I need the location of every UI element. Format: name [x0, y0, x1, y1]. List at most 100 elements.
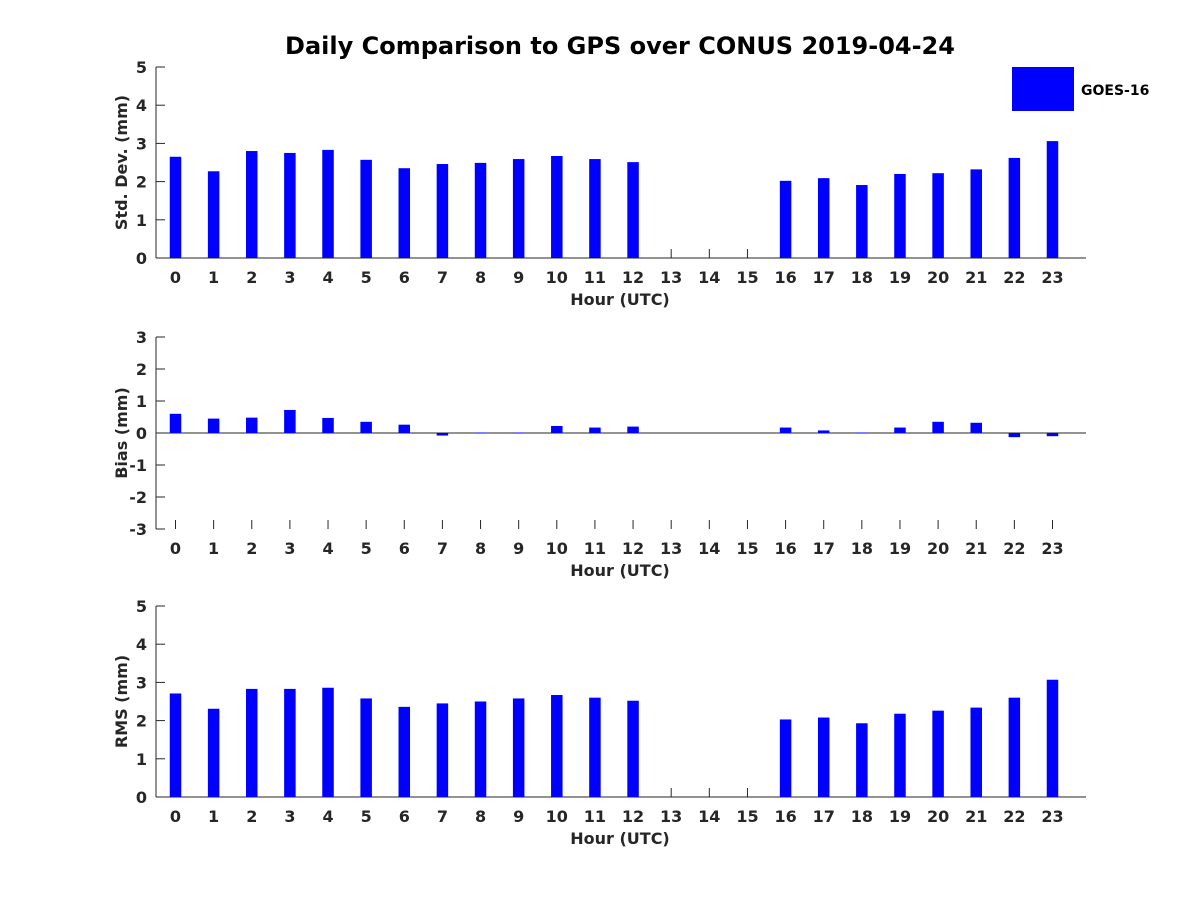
rms-x-tick-label: 5	[361, 807, 372, 826]
stddev-bar	[589, 159, 601, 258]
rms-x-tick-label: 23	[1041, 807, 1063, 826]
stddev-x-label: Hour (UTC)	[570, 290, 670, 309]
stddev-bar	[207, 171, 220, 258]
rms-x-tick-label: 21	[965, 807, 987, 826]
rms-bar	[398, 706, 411, 797]
rms-x-tick-label: 13	[660, 807, 682, 826]
bias-x-tick-label: 16	[774, 539, 796, 558]
bias-bar	[1008, 433, 1021, 438]
stddev-bar	[398, 168, 411, 258]
bias-bar	[1046, 433, 1059, 437]
legend-swatch	[1012, 67, 1074, 111]
rms-bar	[322, 687, 334, 797]
stddev-bar	[1046, 141, 1059, 258]
rms-x-tick-label: 8	[475, 807, 486, 826]
bias-bar	[398, 424, 411, 433]
stddev-y-label: Std. Dev. (mm)	[112, 95, 131, 230]
bias-y-label: Bias (mm)	[112, 387, 131, 479]
rms-bar	[246, 688, 258, 797]
stddev-y-tick-label: 0	[136, 249, 147, 268]
bias-x-tick-label: 13	[660, 539, 682, 558]
bias-bar	[246, 417, 258, 433]
bias-bar	[856, 432, 868, 434]
bias-y-tick-label: 2	[136, 360, 147, 379]
rms-x-tick-label: 1	[208, 807, 219, 826]
bias-y-tick-label: 1	[136, 392, 147, 411]
bias-x-tick-label: 12	[622, 539, 644, 558]
bias-bar	[932, 421, 944, 433]
bias-bar	[512, 432, 525, 434]
stddev-x-tick-label: 21	[965, 268, 987, 287]
stddev-bar	[627, 162, 639, 258]
rms-x-tick-label: 20	[927, 807, 949, 826]
rms-bar	[589, 697, 601, 797]
bias-x-tick-label: 14	[698, 539, 720, 558]
stddev-y-tick-label: 3	[136, 134, 147, 153]
stddev-bar	[551, 156, 563, 258]
stddev-x-tick-label: 20	[927, 268, 949, 287]
stddev-bar	[246, 151, 258, 258]
stddev-bar	[894, 173, 906, 258]
bias-y-tick-label: 3	[136, 328, 147, 347]
bias-x-tick-label: 7	[437, 539, 448, 558]
stddev-x-tick-label: 6	[399, 268, 410, 287]
bias-x-tick-label: 1	[208, 539, 219, 558]
stddev-x-tick-label: 5	[361, 268, 372, 287]
rms-bar	[817, 717, 830, 797]
rms-bar	[169, 693, 182, 797]
stddev-x-tick-label: 17	[813, 268, 835, 287]
bias-x-tick-label: 21	[965, 539, 987, 558]
stddev-bar	[779, 180, 792, 258]
bias-x-tick-label: 5	[361, 539, 372, 558]
rms-bar	[779, 719, 792, 797]
rms-y-label: RMS (mm)	[112, 655, 131, 748]
bias-bar	[436, 433, 449, 436]
rms-x-tick-label: 16	[774, 807, 796, 826]
stddev-bar	[512, 159, 525, 258]
bias-bar	[474, 432, 487, 434]
bias-x-tick-label: 3	[284, 539, 295, 558]
bias-bar	[970, 422, 982, 433]
rms-y-tick-label: 4	[136, 635, 147, 654]
legend-label: GOES-16	[1081, 83, 1149, 99]
bias-x-tick-label: 10	[546, 539, 568, 558]
rms-bar	[284, 688, 296, 797]
stddev-y-tick-label: 4	[136, 96, 147, 115]
rms-y-tick-label: 0	[136, 788, 147, 807]
bias-x-tick-label: 8	[475, 539, 486, 558]
rms-bar	[512, 698, 525, 797]
stddev-y-tick-label: 1	[136, 211, 147, 230]
rms-bar	[856, 723, 868, 797]
stddev-x-tick-label: 1	[208, 268, 219, 287]
bias-x-tick-label: 15	[736, 539, 758, 558]
rms-bar	[436, 703, 449, 797]
rms-x-tick-label: 6	[399, 807, 410, 826]
stddev-x-tick-label: 15	[736, 268, 758, 287]
stddev-bar	[284, 152, 296, 258]
rms-x-tick-label: 22	[1003, 807, 1025, 826]
stddev-x-tick-label: 10	[546, 268, 568, 287]
rms-x-tick-label: 2	[246, 807, 257, 826]
rms-x-tick-label: 0	[170, 807, 181, 826]
rms-x-tick-label: 10	[546, 807, 568, 826]
stddev-x-tick-label: 8	[475, 268, 486, 287]
bias-x-tick-label: 17	[813, 539, 835, 558]
stddev-bar	[856, 185, 868, 258]
stddev-x-tick-label: 13	[660, 268, 682, 287]
stddev-x-tick-label: 7	[437, 268, 448, 287]
bias-bar	[207, 418, 220, 433]
bias-x-tick-label: 2	[246, 539, 257, 558]
bias-y-tick-label: 0	[136, 424, 147, 443]
rms-bar	[360, 698, 372, 797]
rms-bar	[627, 700, 639, 797]
stddev-x-tick-label: 12	[622, 268, 644, 287]
rms-x-tick-label: 11	[584, 807, 606, 826]
stddev-bar	[169, 156, 182, 258]
stddev-bar	[817, 178, 830, 258]
stddev-x-tick-label: 16	[774, 268, 796, 287]
bias-bar	[817, 430, 830, 433]
rms-x-tick-label: 18	[851, 807, 873, 826]
bias-x-tick-label: 20	[927, 539, 949, 558]
